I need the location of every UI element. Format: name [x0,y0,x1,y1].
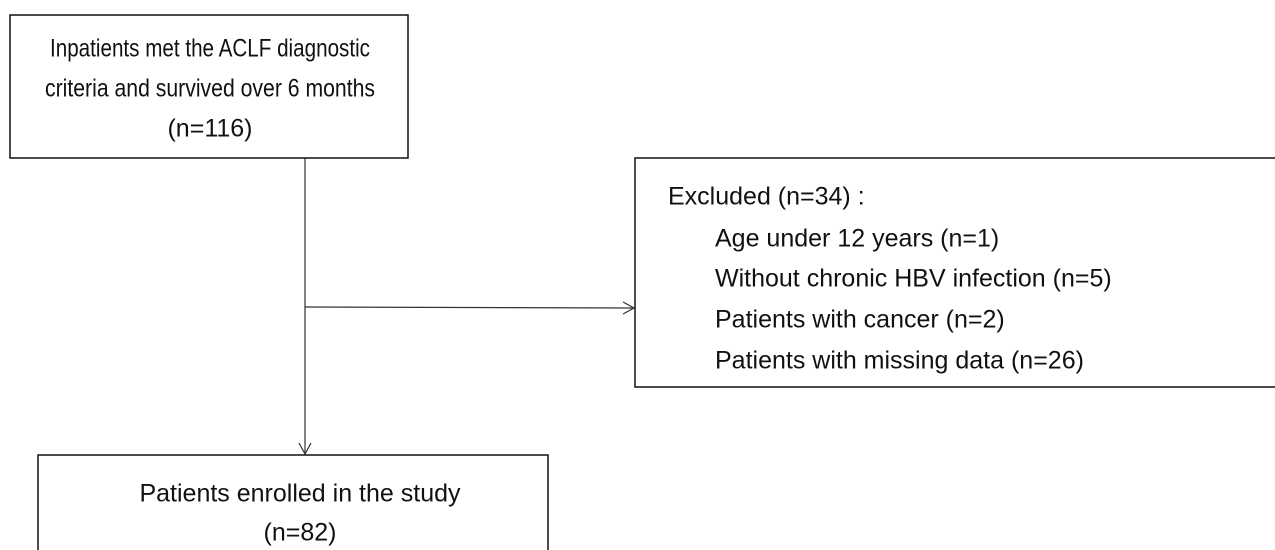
box-text: Inpatients met the ACLF diagnostic [50,35,370,63]
excluded-title: Excluded (n=34) : [668,183,865,211]
excluded-item: Without chronic HBV infection (n=5) [715,265,1112,293]
box-text: (n=116) [167,115,252,143]
excluded-item: Patients with cancer (n=2) [715,306,1005,334]
box-text: Patients enrolled in the study [139,480,461,508]
box-text: criteria and survived over 6 months [45,75,375,103]
box-inpatients [9,14,409,159]
box-excluded [634,157,1275,388]
excluded-item: Patients with missing data (n=26) [715,347,1084,375]
box-text: (n=82) [264,519,337,547]
box-enrolled [37,454,549,550]
excluded-item: Age under 12 years (n=1) [715,225,999,253]
arrow-excluded [304,301,636,315]
